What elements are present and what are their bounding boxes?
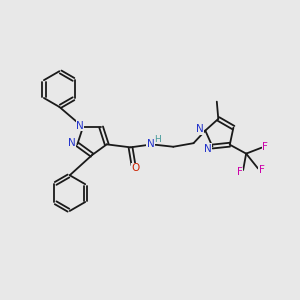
Text: F: F (259, 165, 265, 175)
Text: H: H (154, 134, 161, 143)
Text: N: N (196, 124, 204, 134)
Text: N: N (204, 144, 212, 154)
Text: N: N (68, 138, 76, 148)
Text: N: N (76, 121, 84, 130)
Text: O: O (131, 163, 140, 173)
Text: F: F (237, 167, 242, 177)
Text: N: N (147, 140, 154, 149)
Text: F: F (262, 142, 268, 152)
